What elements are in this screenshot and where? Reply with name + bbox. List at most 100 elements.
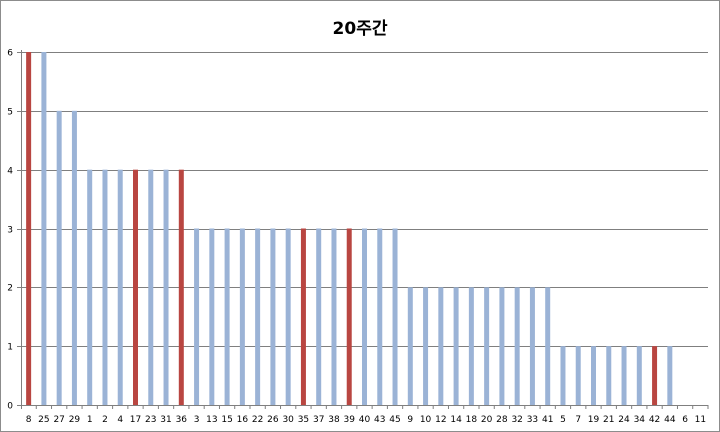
bar-41 [545, 287, 551, 405]
x-tick-label: 24 [618, 415, 630, 425]
bar-38 [331, 228, 337, 405]
y-axis-ticks: 0 1 2 3 4 5 6 [7, 49, 21, 412]
bar-36 [178, 169, 184, 405]
bar-37 [316, 228, 322, 405]
x-tick-label: 11 [695, 415, 706, 425]
bar-26 [270, 228, 276, 405]
x-tick-label: 29 [69, 415, 81, 425]
bar-29 [71, 110, 77, 405]
bar-32 [514, 287, 520, 405]
bar-20 [484, 287, 490, 405]
bars [26, 52, 673, 405]
x-tick-label: 41 [542, 415, 553, 425]
x-tick-label: 36 [176, 415, 188, 425]
bar-34 [636, 346, 642, 405]
bar-13 [209, 228, 215, 405]
axes [21, 50, 708, 409]
x-tick-label: 42 [649, 415, 660, 425]
x-tick-label: 30 [282, 415, 294, 425]
x-tick-label: 15 [221, 415, 232, 425]
bar-21 [606, 346, 612, 405]
bar-40 [362, 228, 367, 405]
x-tick-label: 45 [389, 415, 400, 425]
bar-18 [468, 287, 474, 405]
bar-27 [56, 110, 62, 405]
bar-22 [255, 228, 261, 405]
x-tick-label: 37 [313, 415, 324, 425]
y-tick-label: 3 [7, 226, 13, 236]
bar-12 [438, 287, 444, 405]
bar-30 [285, 228, 291, 405]
x-tick-label: 26 [267, 415, 279, 425]
bar-7 [575, 346, 581, 405]
bar-10 [423, 287, 429, 405]
bar-8 [26, 52, 32, 405]
bar-1 [87, 169, 93, 405]
bar-31 [163, 169, 169, 405]
x-tick-label: 7 [575, 415, 581, 425]
x-tick-label: 6 [682, 415, 688, 425]
x-tick-label: 8 [26, 415, 32, 425]
x-tick-label: 25 [38, 415, 49, 425]
x-tick-label: 34 [634, 415, 646, 425]
x-tick-label: 1 [87, 415, 93, 425]
bar-44 [667, 346, 673, 405]
x-tick-label: 10 [420, 415, 432, 425]
x-tick-label: 32 [511, 415, 522, 425]
bar-3 [194, 228, 200, 405]
x-tick-label: 23 [145, 415, 156, 425]
x-tick-label: 35 [298, 415, 309, 425]
x-tick-label: 13 [206, 415, 217, 425]
x-tick-label: 17 [130, 415, 141, 425]
y-tick-label: 5 [7, 108, 13, 118]
bar-42 [652, 346, 658, 405]
bar-14 [453, 287, 459, 405]
bar-23 [148, 169, 154, 405]
x-tick-label: 19 [588, 415, 600, 425]
bar-19 [591, 346, 596, 405]
x-tick-label: 20 [481, 415, 493, 425]
bar-17 [133, 169, 138, 405]
x-tick-label: 33 [527, 415, 538, 425]
bar-43 [377, 228, 383, 405]
x-tick-label: 39 [344, 415, 356, 425]
bar-45 [392, 228, 398, 405]
y-tick-label: 2 [7, 284, 13, 294]
x-axis-ticks: 8 25 27 29 1 2 4 17 23 31 36 3 13 15 16 22 26 30 35 37 38 39 4… [26, 405, 709, 425]
bar-2 [102, 169, 108, 405]
x-tick-label: 22 [252, 415, 263, 425]
x-tick-label: 44 [664, 415, 676, 425]
bar-15 [224, 228, 230, 405]
bar-9 [407, 287, 413, 405]
bar-4 [117, 169, 123, 405]
bar-35 [300, 228, 306, 405]
y-tick-label: 6 [7, 49, 13, 59]
bar-5 [560, 346, 566, 405]
x-tick-label: 16 [237, 415, 249, 425]
x-tick-label: 4 [117, 415, 123, 425]
x-tick-label: 21 [603, 415, 614, 425]
y-tick-label: 1 [7, 343, 13, 353]
x-tick-label: 28 [496, 415, 508, 425]
x-tick-label: 40 [359, 415, 371, 425]
x-tick-label: 3 [194, 415, 200, 425]
chart-title: 20주간 [332, 19, 388, 39]
x-tick-label: 18 [466, 415, 478, 425]
x-tick-label: 12 [435, 415, 446, 425]
bar-33 [529, 287, 535, 405]
x-tick-label: 38 [328, 415, 340, 425]
x-tick-label: 31 [160, 415, 171, 425]
bar-39 [346, 228, 352, 405]
bar-16 [239, 228, 245, 405]
x-tick-label: 2 [102, 415, 108, 425]
bar-25 [41, 52, 47, 405]
bar-28 [499, 287, 505, 405]
x-tick-label: 14 [450, 415, 462, 425]
y-tick-label: 0 [7, 402, 13, 412]
x-tick-label: 9 [407, 415, 413, 425]
bar-24 [621, 346, 627, 405]
x-tick-label: 5 [560, 415, 566, 425]
x-tick-label: 27 [53, 415, 64, 425]
y-tick-label: 4 [7, 167, 13, 177]
